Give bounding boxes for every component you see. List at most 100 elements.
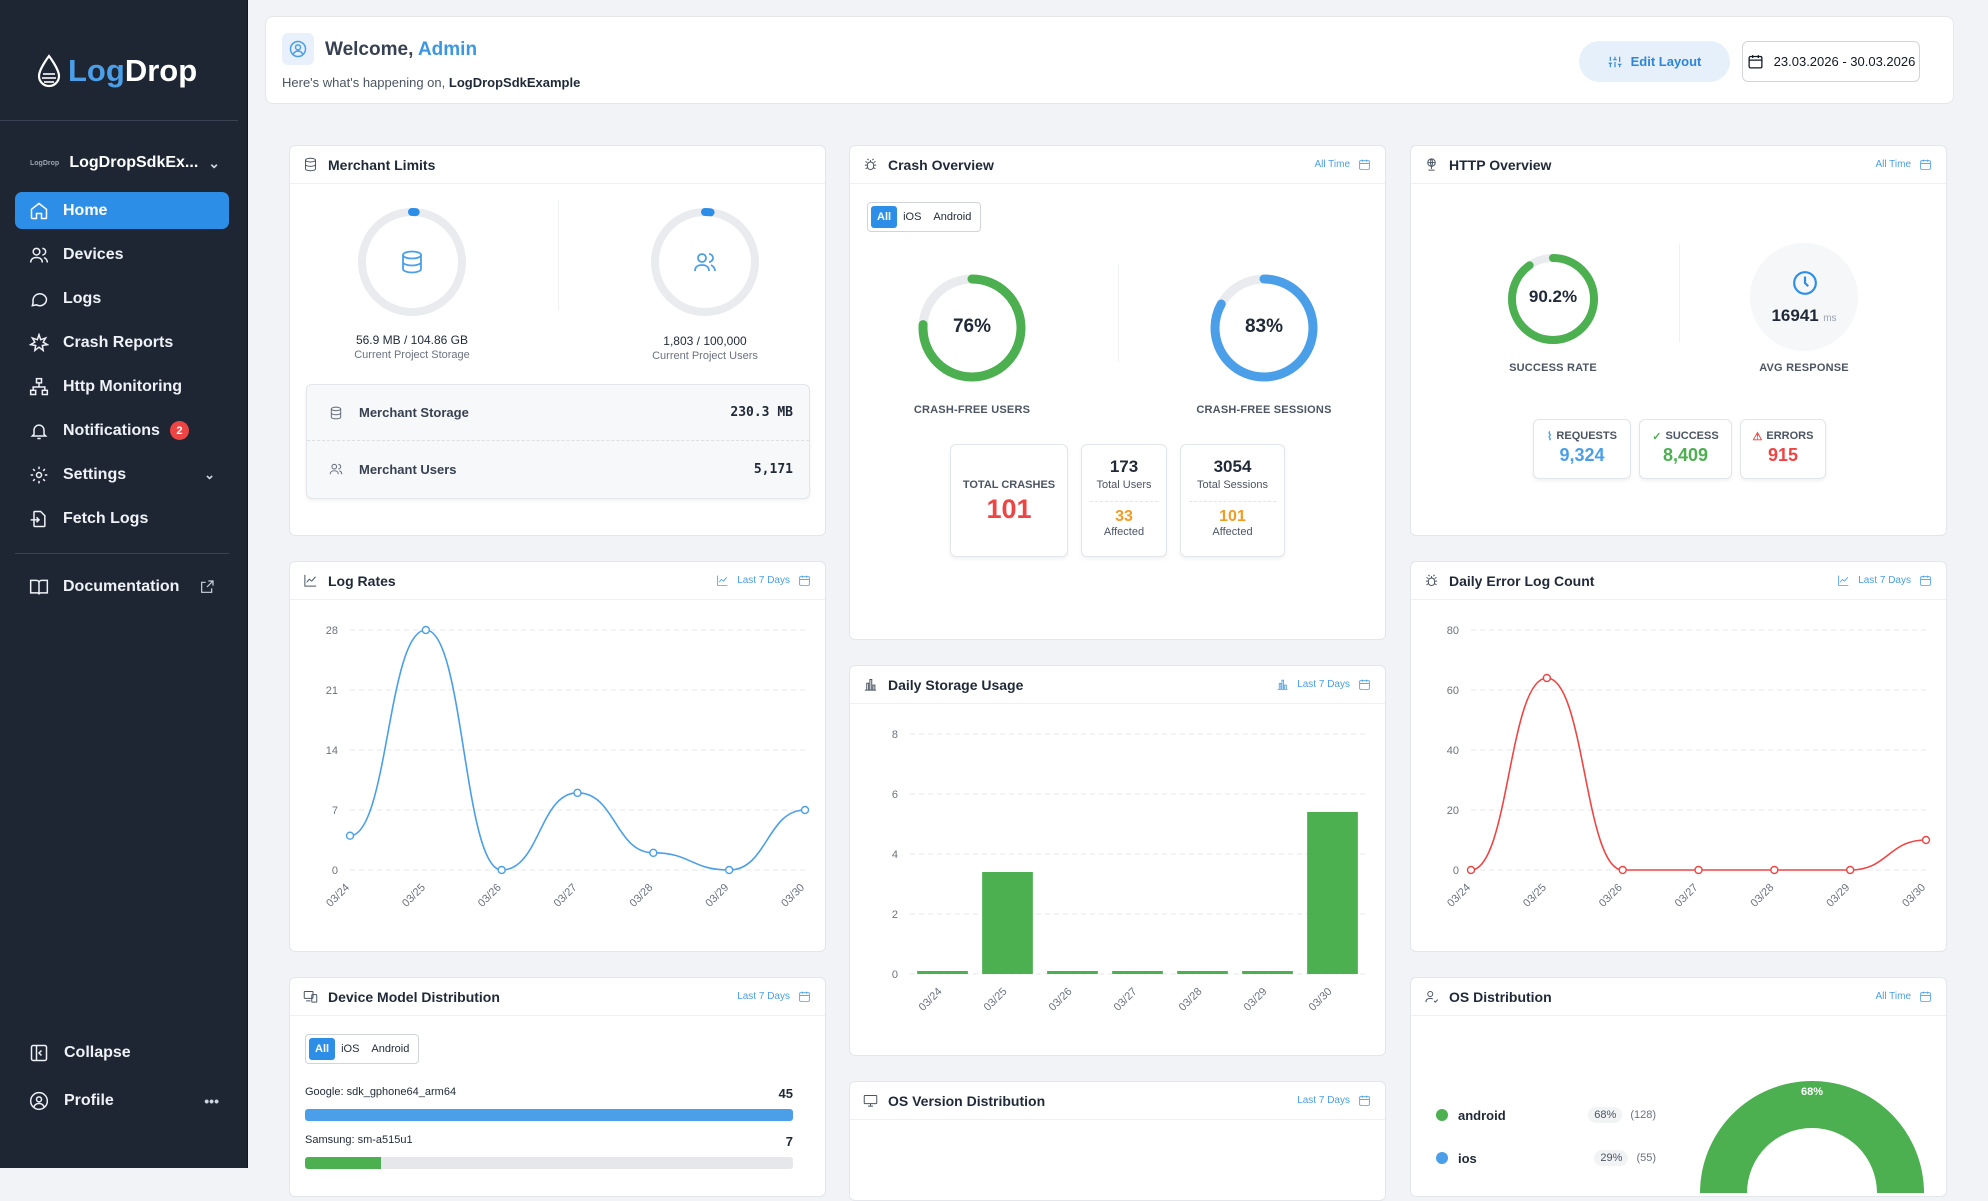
legend-dot [1436, 1109, 1448, 1121]
globe-icon [1427, 158, 1436, 171]
bar [1177, 971, 1228, 974]
users-icon [29, 247, 49, 263]
card-header: Daily Storage Usage Last 7 Days [850, 666, 1385, 704]
database-icon [305, 157, 316, 172]
collapse-button[interactable]: Collapse [29, 1043, 131, 1063]
range-selector[interactable]: Last 7 Days [1297, 1094, 1371, 1107]
device-count: 7 [785, 1134, 793, 1149]
nav-logs[interactable]: Logs [15, 280, 229, 317]
platform-ios[interactable]: iOS [903, 211, 922, 223]
platform-ios[interactable]: iOS [341, 1043, 360, 1055]
date-range-picker[interactable]: 23.03.2026 - 30.03.2026 [1742, 41, 1920, 82]
storage-usage-card: Daily Storage Usage Last 7 Days 0 2 4 6 8 03/… [849, 665, 1386, 1056]
calendar-icon [1359, 679, 1370, 690]
avg-response-label: AVG RESPONSE [1759, 362, 1849, 374]
os-legend-item: ios 29% (55) [1436, 1150, 1656, 1166]
data-point [421, 625, 431, 635]
errors-value: 915 [1767, 445, 1799, 465]
device-model-card: Device Model Distribution Last 7 Days Al… [289, 977, 826, 1197]
total-users-label: Total Users [1096, 479, 1152, 491]
x-tick-label: 03/29 [1824, 882, 1852, 910]
nav-fetch-logs[interactable]: Fetch Logs [15, 500, 229, 537]
chevron-down-icon: ⌄ [204, 466, 215, 482]
profile-button[interactable]: Profile ••• [29, 1091, 219, 1111]
errors-label: ERRORS [1766, 430, 1814, 442]
data-point [1845, 865, 1855, 875]
crash-overview-card: Crash Overview All Time All iOS Android … [849, 145, 1386, 640]
merchant-limits-card: Merchant Limits 56.9 MB / 104.86 GB Curr… [289, 145, 826, 536]
os-distribution-card: OS Distribution All Time android 68% (12… [1410, 977, 1947, 1197]
data-point [724, 865, 734, 875]
series-line [1470, 677, 1927, 871]
calendar-icon [1359, 1095, 1370, 1106]
check-icon: ✓ [1652, 431, 1662, 443]
range-selector[interactable]: Last 7 Days [1276, 678, 1371, 691]
card-title: Daily Error Log Count [1449, 572, 1595, 589]
http-overview-card: HTTP Overview All Time 90.2% SUCCESS RAT… [1410, 145, 1947, 536]
nav-settings[interactable]: Settings ⌄ [15, 456, 229, 493]
total-sessions-box: 3054 Total Sessions 101 Affected [1180, 444, 1285, 557]
users-icon [694, 253, 716, 272]
users-gauge-arc [651, 208, 759, 316]
user-icon [1425, 991, 1439, 1003]
range-selector[interactable]: Last 7 Days [716, 574, 811, 587]
requests-label: REQUESTS [1556, 430, 1617, 442]
platform-android[interactable]: Android [933, 211, 972, 223]
success-label: SUCCESS [1665, 430, 1719, 442]
os-pct: 68% [1588, 1107, 1623, 1123]
notification-badge: 2 [169, 421, 189, 440]
bar [982, 872, 1033, 974]
merchant-users-label: Merchant Users [359, 461, 457, 477]
nav-documentation[interactable]: Documentation [15, 568, 229, 605]
nav-crash-reports[interactable]: Crash Reports [15, 324, 229, 361]
card-title: HTTP Overview [1449, 156, 1552, 173]
os-legend-item: android 68% (128) [1436, 1107, 1656, 1123]
nav-notifications[interactable]: Notifications 2 [15, 412, 229, 449]
edit-layout-button[interactable]: Edit Layout [1579, 41, 1730, 82]
data-point [1542, 673, 1552, 683]
x-tick-label: 03/30 [1900, 882, 1928, 910]
range-label: All Time [1314, 159, 1350, 170]
avg-response: 16941 ms [1750, 306, 1858, 326]
platform-all[interactable]: All [871, 206, 898, 228]
range-selector[interactable]: Last 7 Days [737, 990, 811, 1003]
storage-usage-chart: 0 2 4 6 8 03/24 03/25 03/26 03/27 03/28 03/29 03/30 [892, 729, 1365, 1014]
y-tick-label: 40 [1447, 745, 1459, 757]
range-selector[interactable]: All Time [1875, 158, 1932, 171]
main-nav: Home Devices Logs Crash Reports Http Mon… [15, 192, 229, 612]
logo-text-log: Log [68, 53, 125, 88]
y-tick-label: 7 [332, 805, 338, 817]
calendar-icon [1748, 55, 1763, 69]
range-selector[interactable]: All Time [1314, 158, 1371, 171]
data-point [573, 788, 582, 798]
line-chart-icon [304, 574, 317, 587]
x-tick-label: 03/25 [982, 986, 1010, 1014]
total-crashes-label: TOTAL CRASHES [962, 479, 1056, 491]
success-rate-ring [1508, 254, 1598, 344]
donut-slice-android [1700, 1081, 1924, 1193]
platform-all[interactable]: All [309, 1038, 336, 1060]
sliders-icon [1608, 56, 1622, 67]
log-rates-chart: 0 7 14 21 28 03/24 03/25 03/26 03/27 03/28 03/29 03… [324, 625, 810, 910]
device-count: 45 [778, 1086, 793, 1101]
external-link-icon [201, 579, 214, 593]
range-selector[interactable]: All Time [1875, 990, 1932, 1003]
database-icon [330, 406, 342, 419]
card-header: OS Version Distribution Last 7 Days [850, 1082, 1385, 1120]
requests-label-row: ⌇ REQUESTS [1534, 430, 1630, 443]
range-selector[interactable]: Last 7 Days [1837, 574, 1932, 587]
device-row: Samsung: sm-a515u1 7 [305, 1134, 793, 1169]
crash-free-users-label: CRASH-FREE USERS [913, 404, 1031, 416]
bar [1307, 812, 1358, 974]
nav-http-monitoring[interactable]: Http Monitoring [15, 368, 229, 405]
nav-devices[interactable]: Devices [15, 236, 229, 273]
platform-android[interactable]: Android [371, 1043, 410, 1055]
x-tick-label: 03/24 [917, 986, 945, 1014]
crash-free-sessions-label: CRASH-FREE SESSIONS [1196, 404, 1332, 416]
logo[interactable]: LogDrop [36, 48, 197, 94]
more-icon[interactable]: ••• [204, 1093, 219, 1109]
nav-home[interactable]: Home [15, 192, 229, 229]
project-selector[interactable]: LogDrop LogDropSdkEx... ⌄ [30, 148, 220, 178]
y-tick-label: 0 [332, 865, 338, 877]
bar-chart-icon [1277, 679, 1288, 690]
